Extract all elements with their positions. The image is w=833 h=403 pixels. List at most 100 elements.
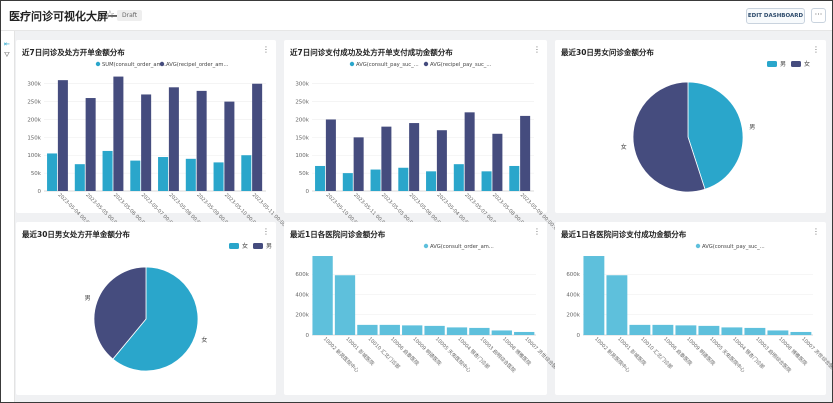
y-tick-label: 200k	[295, 117, 309, 123]
bar	[141, 94, 152, 191]
panel-menu-icon[interactable]: ⋮	[812, 227, 820, 236]
bar	[698, 325, 720, 335]
panel-menu-icon[interactable]: ⋮	[262, 227, 270, 236]
y-tick-label: 150k	[27, 135, 41, 141]
legend-label: SUM(consult_order_am...	[102, 62, 167, 68]
bar	[334, 275, 356, 335]
dashboard-title: 医疗问诊可视化大屏一	[9, 10, 119, 23]
bar	[213, 162, 224, 191]
legend-marker	[95, 61, 101, 67]
legend-marker	[159, 61, 165, 67]
bar	[325, 119, 336, 191]
panel-title: 最近30日男女处方开单金额分布	[22, 230, 130, 239]
legend-label: AVG(consult_pay_suc_...	[356, 62, 419, 68]
bar	[520, 115, 531, 191]
panel-menu-icon[interactable]: ⋮	[262, 45, 270, 54]
bar	[464, 112, 475, 191]
bar	[426, 171, 437, 191]
legend-marker	[349, 61, 355, 67]
bar	[424, 325, 445, 335]
favorite-star-icon[interactable]: ☆	[105, 8, 115, 21]
bar	[398, 167, 409, 191]
bar	[402, 325, 423, 335]
panel-title: 近7日问诊支付成功及处方开单支付成功金额分布	[290, 48, 453, 57]
panel-title: 最近30日男女问诊金额分布	[561, 48, 654, 57]
y-tick-label: 150k	[295, 135, 309, 141]
chart-panel-gender-consult: 最近30日男女问诊金额分布 ⋮ 男女男女	[555, 40, 826, 213]
bar	[57, 80, 68, 191]
legend-label: 女	[242, 242, 248, 250]
legend-label: AVG(consult_order_am...	[430, 244, 494, 250]
filter-icon[interactable]: ⛛	[4, 51, 10, 59]
legend-label: AVG(recipel_pay_suc_...	[430, 62, 492, 68]
bar	[252, 83, 263, 191]
bar	[342, 173, 353, 191]
chart-panel-consult-recipel: 近7日问诊及处方开单金额分布 ⋮ 0 50k 100k 150k 200k 250k 300…	[16, 40, 293, 234]
y-tick-label: 0	[577, 333, 581, 339]
slice-label: 男	[749, 124, 755, 131]
bar	[379, 324, 400, 335]
bar	[224, 101, 235, 191]
filter-sidebar: ⇤ ⛛	[1, 31, 15, 402]
legend-marker	[423, 243, 429, 249]
panel-menu-icon[interactable]: ⋮	[533, 45, 541, 54]
bar	[168, 87, 179, 191]
bar	[381, 126, 392, 191]
bar	[312, 256, 333, 335]
panel-title: 最近1日各医院问诊金额分布	[290, 230, 386, 239]
bar	[583, 256, 605, 335]
bar	[629, 324, 651, 335]
bar	[85, 98, 96, 191]
bar	[453, 164, 464, 191]
bar	[492, 133, 503, 191]
legend-label: 男	[266, 243, 272, 250]
bar	[158, 157, 169, 191]
bar	[675, 325, 697, 335]
bar	[514, 331, 535, 335]
y-tick-label: 0	[306, 189, 310, 195]
y-tick-label: 250k	[27, 100, 41, 106]
bar	[130, 160, 141, 191]
panel-title: 最近1日各医院问诊支付成功金额分布	[561, 230, 687, 239]
legend-marker	[695, 243, 701, 249]
collapse-icon[interactable]: ⇤	[4, 40, 10, 48]
y-tick-label: 100k	[27, 153, 41, 159]
legend-marker	[229, 243, 239, 249]
bar	[196, 90, 207, 191]
pie-chart-svg: 男女男女	[621, 60, 810, 193]
y-tick-label: 400k	[295, 292, 309, 298]
bar	[409, 123, 420, 191]
legend-label: AVG(recipel_order_am...	[166, 62, 229, 68]
chart-panel-hospital-consult: 最近1日各医院问诊金额分布 ⋮ 0 200k 400k 600k 10002 新苑医院中…	[284, 222, 562, 395]
slice-label: 女	[621, 143, 627, 151]
y-tick-label: 300k	[27, 82, 41, 88]
bar	[436, 130, 447, 191]
slice-label: 女	[201, 336, 207, 344]
bar	[357, 324, 378, 335]
legend-marker	[253, 243, 263, 249]
legend-marker	[791, 61, 801, 67]
dashboard-header: 医疗问诊可视化大屏一 ☆ Draft EDIT DASHBOARD ···	[1, 1, 832, 31]
legend-marker	[767, 61, 777, 67]
y-tick-label: 50k	[31, 171, 42, 177]
bar	[652, 324, 674, 335]
edit-dashboard-button[interactable]: EDIT DASHBOARD	[746, 8, 805, 24]
bar	[315, 165, 326, 191]
panel-menu-icon[interactable]: ⋮	[812, 45, 820, 54]
bar	[721, 327, 743, 335]
bar	[446, 327, 468, 335]
y-tick-label: 300k	[295, 82, 309, 88]
pie-chart-svg: 女男女男	[85, 242, 272, 372]
bar	[113, 76, 124, 191]
bar	[185, 158, 196, 191]
pie-slice	[632, 81, 706, 193]
more-options-button[interactable]: ···	[811, 8, 826, 23]
bar	[790, 331, 812, 335]
panel-menu-icon[interactable]: ⋮	[533, 227, 541, 236]
bar	[606, 275, 628, 335]
y-tick-label: 0	[306, 333, 310, 339]
pie-slice	[93, 266, 147, 360]
